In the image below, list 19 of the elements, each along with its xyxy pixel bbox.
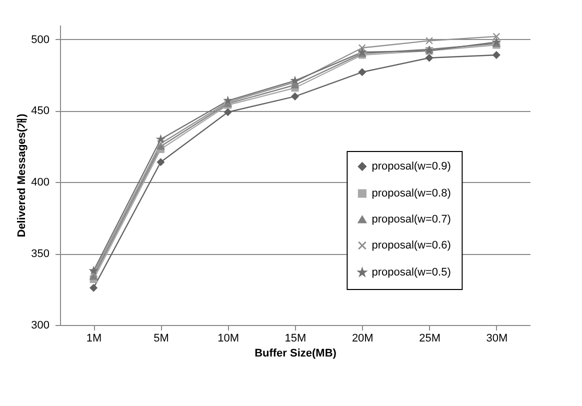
y-axis-title: Delivered Messages(개)	[16, 113, 28, 238]
y-tick-label: 500	[31, 34, 50, 46]
x-tick-label: 20M	[352, 332, 374, 344]
x-tick-label: 1M	[86, 332, 102, 344]
legend-label: proposal(w=0.6)	[372, 240, 451, 252]
x-tick-label: 25M	[419, 332, 440, 344]
x-tick-label: 5M	[154, 332, 169, 344]
y-tick-label: 300	[31, 320, 50, 332]
legend-label: proposal(w=0.7)	[372, 214, 451, 226]
legend-label: proposal(w=0.9)	[372, 160, 451, 172]
x-tick-label: 10M	[218, 332, 240, 344]
y-tick-label: 450	[31, 105, 50, 118]
y-tick-label: 400	[31, 176, 50, 189]
x-tick-label: 30M	[486, 332, 508, 344]
y-tick-label: 350	[31, 248, 50, 260]
legend-label: proposal(w=0.5)	[372, 266, 451, 278]
legend-label: proposal(w=0.8)	[372, 188, 451, 200]
x-tick-label: 15M	[284, 332, 306, 344]
x-axis-title: Buffer Size(MB)	[254, 348, 337, 360]
